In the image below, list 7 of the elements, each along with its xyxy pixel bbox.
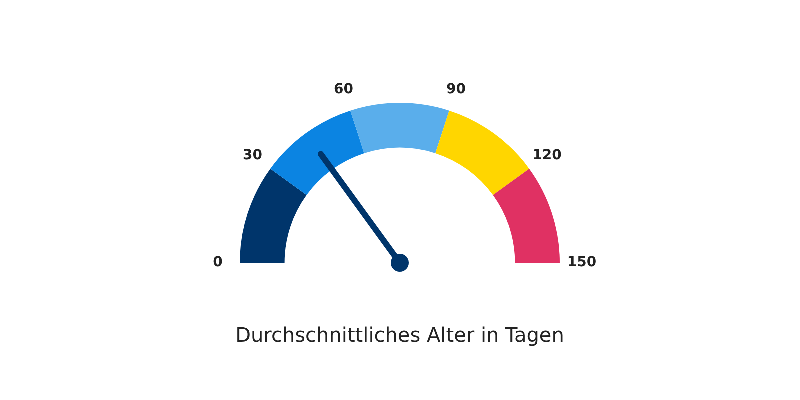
slice-label: 60 bbox=[334, 82, 354, 98]
slice-label: 30 bbox=[243, 148, 263, 164]
slice-label: 90 bbox=[446, 82, 466, 98]
text: Durchschnittliches Alter in Tagen bbox=[234, 323, 566, 347]
slice-label: 120 bbox=[532, 148, 562, 164]
text: 150 bbox=[567, 254, 597, 271]
slice-label: 0 bbox=[213, 254, 224, 271]
